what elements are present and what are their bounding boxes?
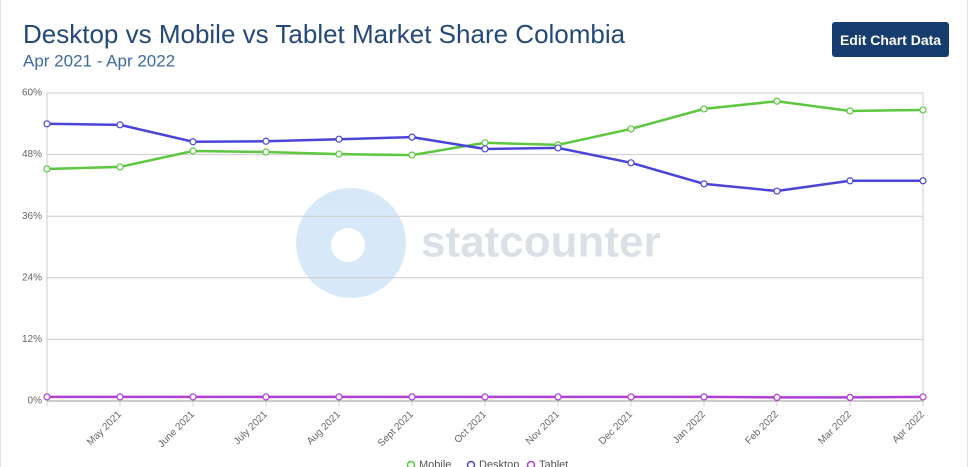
chart-subtitle: Apr 2021 - Apr 2022 [23,51,175,70]
watermark-logo-hole [331,228,365,262]
data-point [335,150,343,158]
data-point [116,163,124,171]
x-tick-label: Apr 2022 [891,409,928,446]
data-point [116,393,124,401]
data-point [846,107,854,115]
series-line [46,122,923,193]
data-point [481,139,489,147]
watermark: statcounter [296,188,661,298]
chart-title: Desktop vs Mobile vs Tablet Market Share… [23,19,626,49]
x-tick-label: Oct 2021 [453,409,490,446]
data-point [700,105,708,113]
data-point [43,393,51,401]
x-tick-label: July 2021 [232,409,270,447]
x-tick-label: Sept 2021 [376,409,416,449]
data-point [700,393,708,401]
legend-label: Desktop [479,459,519,467]
legend-label: Tablet [539,459,568,467]
data-point [408,393,416,401]
legend-label: Mobile [419,459,451,467]
data-point [189,147,197,155]
y-tick-label: 48% [22,149,42,160]
y-tick-label: 0% [28,396,43,407]
x-tick-label: Jan 2022 [671,409,708,446]
data-point [627,159,635,167]
data-point [919,106,927,114]
data-point [43,165,51,173]
x-tick-label: Mar 2022 [816,409,854,447]
y-tick-label: 60% [22,88,42,99]
x-tick-label: Dec 2021 [597,409,635,447]
data-point [627,393,635,401]
x-tick-label: Feb 2022 [743,409,781,447]
data-point [262,137,270,145]
watermark-text: statcounter [421,218,661,267]
data-point [627,125,635,133]
data-point [335,393,343,401]
data-point [481,393,489,401]
data-point [846,393,854,402]
data-point [773,393,781,402]
watermark-logo [296,188,406,298]
data-point [700,180,708,188]
y-tick-label: 24% [22,272,42,283]
legend-marker [406,460,416,467]
legend-marker [466,460,476,467]
data-point [408,151,416,159]
data-point [919,177,927,185]
x-tick-label: Nov 2021 [524,409,562,447]
x-tick-label: Aug 2021 [305,409,343,447]
series-line [46,99,924,171]
edit-chart-data-button[interactable]: Edit Chart Data [832,22,949,57]
x-tick-label: June 2021 [156,409,197,450]
data-point [481,145,489,153]
legend-marker [526,460,536,467]
data-point [554,393,562,401]
x-tick-label: May 2021 [85,409,124,448]
data-point [189,393,197,401]
data-point [262,393,270,401]
data-point [189,138,197,146]
data-point [773,187,781,195]
data-point [408,133,416,141]
y-tick-label: 12% [22,334,42,345]
data-point [554,144,562,152]
data-point [43,120,51,128]
data-point [262,148,270,156]
data-point [335,135,343,143]
data-point [116,121,124,129]
data-point [919,393,927,401]
data-point [773,97,781,105]
data-point [846,177,854,185]
y-tick-label: 36% [22,211,42,222]
